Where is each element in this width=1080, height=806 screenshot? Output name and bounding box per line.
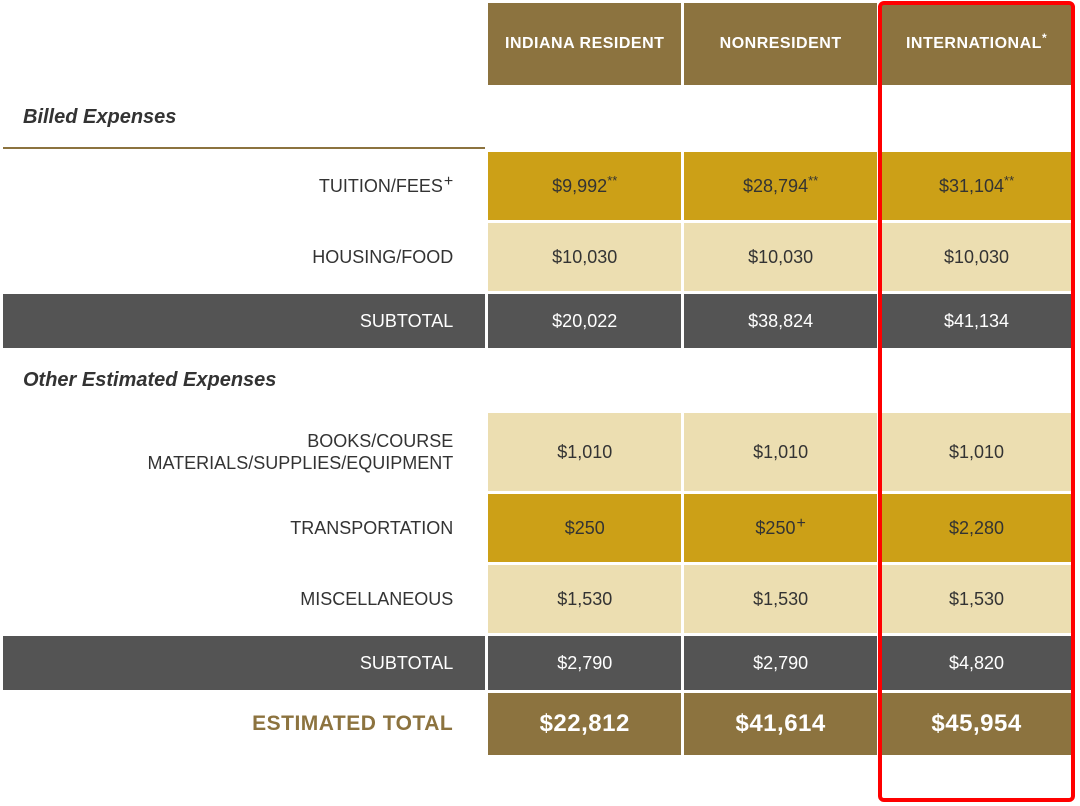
transportation-nonresident-val: $250 bbox=[755, 518, 795, 538]
other-subtotal-nonresident: $2,790 bbox=[684, 636, 877, 690]
billed-subtotal-label: SUBTOTAL bbox=[3, 294, 485, 348]
total-international: $45,954 bbox=[880, 693, 1073, 755]
tuition-nonresident: $28,794** bbox=[684, 152, 877, 220]
section-billed-blank bbox=[488, 88, 1073, 149]
tuition-international-val: $31,104 bbox=[939, 176, 1004, 196]
row-other-subtotal: SUBTOTAL $2,790 $2,790 $4,820 bbox=[3, 636, 1073, 690]
transportation-international: $2,280 bbox=[880, 494, 1073, 562]
row-transportation-label: TRANSPORTATION bbox=[3, 494, 485, 562]
header-blank bbox=[3, 3, 485, 85]
misc-international: $1,530 bbox=[880, 565, 1073, 633]
tuition-indiana: $9,992** bbox=[488, 152, 681, 220]
total-indiana: $22,812 bbox=[488, 693, 681, 755]
row-misc: MISCELLANEOUS $1,530 $1,530 $1,530 bbox=[3, 565, 1073, 633]
col-header-indiana-text: INDIANA RESIDENT bbox=[505, 35, 664, 52]
housing-indiana: $10,030 bbox=[488, 223, 681, 291]
row-housing-label: HOUSING/FOOD bbox=[3, 223, 485, 291]
section-billed-title: Billed Expenses bbox=[3, 88, 485, 149]
cost-table: INDIANA RESIDENT NONRESIDENT INTERNATION… bbox=[0, 0, 1076, 758]
header-row: INDIANA RESIDENT NONRESIDENT INTERNATION… bbox=[3, 3, 1073, 85]
row-books: BOOKS/COURSE MATERIALS/SUPPLIES/EQUIPMEN… bbox=[3, 413, 1073, 491]
billed-subtotal-international: $41,134 bbox=[880, 294, 1073, 348]
transportation-indiana: $250 bbox=[488, 494, 681, 562]
col-header-nonresident-text: NONRESIDENT bbox=[720, 35, 842, 52]
billed-subtotal-nonresident: $38,824 bbox=[684, 294, 877, 348]
tuition-international-sup: ** bbox=[1004, 173, 1014, 188]
row-billed-subtotal: SUBTOTAL $20,022 $38,824 $41,134 bbox=[3, 294, 1073, 348]
books-indiana: $1,010 bbox=[488, 413, 681, 491]
col-header-international: INTERNATIONAL* bbox=[880, 3, 1073, 85]
misc-indiana: $1,530 bbox=[488, 565, 681, 633]
col-header-indiana: INDIANA RESIDENT bbox=[488, 3, 681, 85]
total-label: ESTIMATED TOTAL bbox=[3, 693, 485, 755]
col-header-international-sup: * bbox=[1042, 31, 1047, 45]
tuition-international: $31,104** bbox=[880, 152, 1073, 220]
section-other-blank bbox=[488, 351, 1073, 410]
row-books-label: BOOKS/COURSE MATERIALS/SUPPLIES/EQUIPMEN… bbox=[3, 413, 485, 491]
billed-subtotal-indiana: $20,022 bbox=[488, 294, 681, 348]
row-tuition-label-text: TUITION/FEES bbox=[319, 176, 443, 196]
col-header-international-text: INTERNATIONAL bbox=[906, 35, 1042, 52]
section-other-title: Other Estimated Expenses bbox=[3, 351, 485, 410]
other-subtotal-label: SUBTOTAL bbox=[3, 636, 485, 690]
tuition-indiana-val: $9,992 bbox=[552, 176, 607, 196]
cost-table-container: INDIANA RESIDENT NONRESIDENT INTERNATION… bbox=[0, 0, 1080, 758]
row-misc-label: MISCELLANEOUS bbox=[3, 565, 485, 633]
transportation-nonresident-sup: + bbox=[795, 515, 805, 532]
section-other-title-row: Other Estimated Expenses bbox=[3, 351, 1073, 410]
transportation-nonresident: $250+ bbox=[684, 494, 877, 562]
books-international: $1,010 bbox=[880, 413, 1073, 491]
housing-international: $10,030 bbox=[880, 223, 1073, 291]
misc-nonresident: $1,530 bbox=[684, 565, 877, 633]
tuition-nonresident-val: $28,794 bbox=[743, 176, 808, 196]
row-transportation: TRANSPORTATION $250 $250+ $2,280 bbox=[3, 494, 1073, 562]
row-tuition: TUITION/FEES+ $9,992** $28,794** $31,104… bbox=[3, 152, 1073, 220]
other-subtotal-international: $4,820 bbox=[880, 636, 1073, 690]
section-billed-title-row: Billed Expenses bbox=[3, 88, 1073, 149]
other-subtotal-indiana: $2,790 bbox=[488, 636, 681, 690]
row-tuition-label-sup: + bbox=[443, 173, 453, 190]
tuition-indiana-sup: ** bbox=[607, 173, 617, 188]
books-nonresident: $1,010 bbox=[684, 413, 877, 491]
row-housing: HOUSING/FOOD $10,030 $10,030 $10,030 bbox=[3, 223, 1073, 291]
col-header-nonresident: NONRESIDENT bbox=[684, 3, 877, 85]
housing-nonresident: $10,030 bbox=[684, 223, 877, 291]
total-nonresident: $41,614 bbox=[684, 693, 877, 755]
tuition-nonresident-sup: ** bbox=[808, 173, 818, 188]
row-tuition-label: TUITION/FEES+ bbox=[3, 152, 485, 220]
row-total: ESTIMATED TOTAL $22,812 $41,614 $45,954 bbox=[3, 693, 1073, 755]
